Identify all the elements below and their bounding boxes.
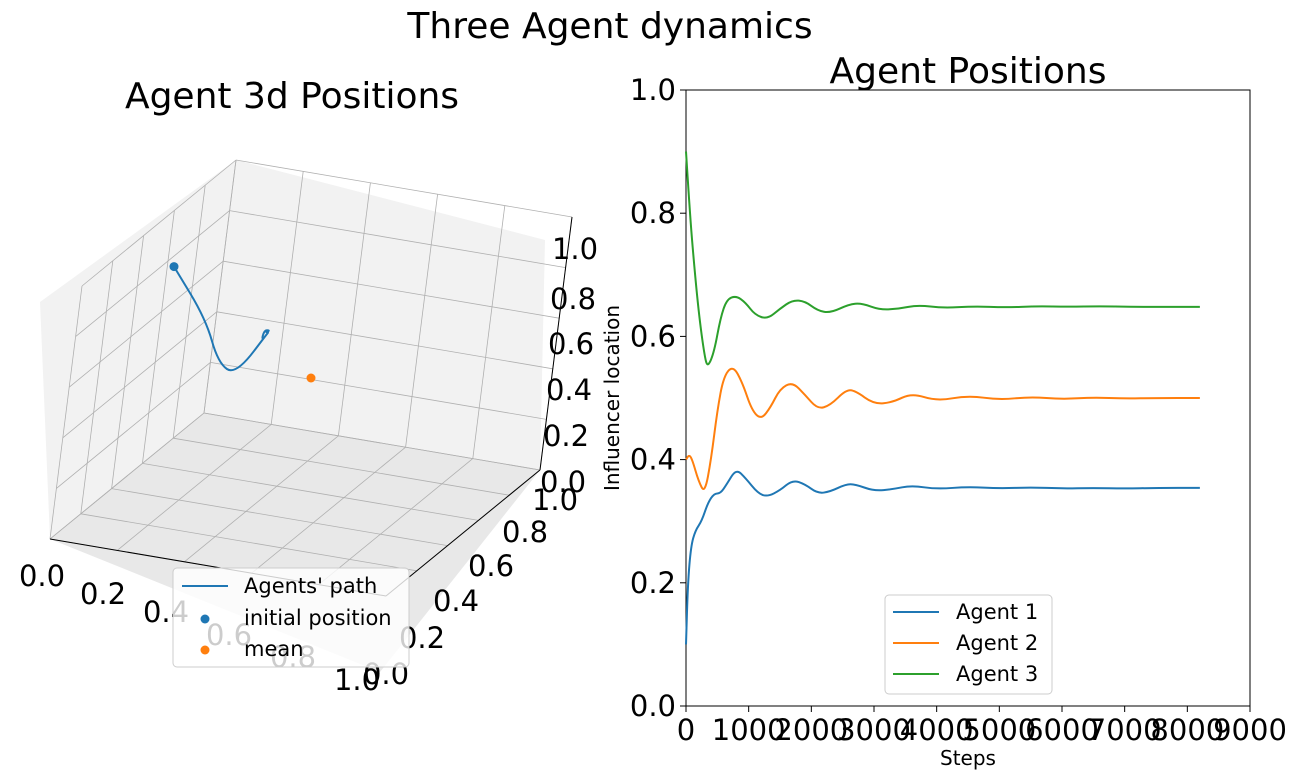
- z-tick-label-3d: 0.0: [540, 465, 586, 499]
- legend-3d-path-label: Agents' path: [244, 574, 377, 598]
- mean-point: [306, 373, 316, 383]
- pane-left-wall: [40, 160, 236, 539]
- legend-2d-box: [884, 594, 1053, 695]
- legend-3d-mean-swatch: [200, 645, 210, 655]
- grid-back-x: [472, 205, 506, 459]
- y-tick-label: 0.2: [630, 566, 676, 600]
- series-line-agent-2: [685, 367, 1200, 490]
- grid-back-z: [210, 362, 547, 420]
- pane-floor: [50, 413, 540, 672]
- legend-agent2-label: Agent 2: [956, 631, 1038, 655]
- x-tick-label: 4000: [900, 713, 974, 747]
- grid-left-z: [81, 159, 237, 287]
- grid-left-z: [62, 311, 218, 439]
- z-tick-label-3d: 0.2: [543, 419, 589, 453]
- grid-back-z: [229, 210, 566, 268]
- grid-floor-y: [111, 488, 448, 546]
- y-tick-label-3d: 0.6: [468, 549, 514, 583]
- grid-back-z: [216, 311, 553, 370]
- grid-floor-x: [184, 435, 339, 563]
- y-tick-label: 0.4: [630, 443, 676, 477]
- z-axis-line-3d: [539, 216, 573, 471]
- legend-agent1-label: Agent 1: [956, 600, 1038, 624]
- y-tick-label-3d: 0.8: [502, 515, 548, 549]
- y-tick-label: 0.0: [630, 689, 676, 723]
- agents-path-3d: [169, 262, 316, 383]
- legend-3d: Agents' path initial position mean: [172, 567, 410, 668]
- grid-back-x: [270, 171, 304, 425]
- grid-floor-x: [318, 458, 474, 585]
- y-axis-line-3d: [385, 469, 541, 597]
- grid-left-y: [80, 260, 114, 514]
- grid-floor-x: [116, 424, 272, 551]
- figure-suptitle: Three Agent dynamics: [406, 6, 812, 47]
- z-tick-label-3d: 1.0: [552, 232, 598, 266]
- initial-position-point: [169, 262, 179, 272]
- x-tick-label: 3000: [837, 713, 911, 747]
- legend-3d-initial-swatch: [200, 614, 210, 624]
- grid-left-y: [203, 159, 237, 414]
- grid-left-y: [142, 210, 175, 464]
- chart-3d-title: Agent 3d Positions: [125, 76, 459, 117]
- grid-left-z: [68, 260, 224, 388]
- grid-back-x: [338, 182, 371, 436]
- y-tick-label: 0.6: [630, 319, 676, 353]
- x-tick-label: 6000: [1025, 713, 1099, 747]
- grid-left-y: [49, 285, 83, 540]
- grid-left-z: [56, 362, 211, 489]
- series-line-agent-1: [685, 470, 1200, 645]
- grid-left-y: [111, 235, 144, 489]
- grid-back-x: [405, 194, 438, 448]
- series-lines: [685, 151, 1200, 645]
- grid-floor-x: [251, 446, 406, 574]
- x-tick-label: 7000: [1088, 713, 1162, 747]
- grid-floor-y: [173, 437, 510, 496]
- legend-2d: Agent 1 Agent 2 Agent 3: [884, 594, 1053, 695]
- grid-left-z: [75, 210, 230, 337]
- agents-path-line: [173, 266, 270, 372]
- chart-2d-title: Agent Positions: [830, 51, 1107, 92]
- y-tick-label-3d: 0.4: [433, 584, 479, 618]
- x-tick-label-3d: 0.0: [19, 559, 65, 593]
- y-tick-label: 1.0: [630, 73, 676, 107]
- x-tick-label-3d: 0.2: [80, 577, 126, 611]
- chart-3d-positions: Agent 3d Positions 0.00.00.00.20.20.20.4…: [19, 76, 598, 697]
- x-tick-label: 5000: [962, 713, 1036, 747]
- z-tick-label-3d: 0.8: [550, 282, 596, 316]
- x-tick-label: 9000: [1213, 713, 1287, 747]
- legend-3d-box: [172, 567, 410, 668]
- x-axis-label: Steps: [940, 746, 996, 770]
- x-tick-label: 2000: [774, 713, 848, 747]
- legend-agent3-label: Agent 3: [956, 662, 1038, 686]
- grid-left-y: [172, 185, 206, 439]
- pane-back-wall: [204, 160, 545, 470]
- x-tick-label: 1000: [712, 713, 786, 747]
- z-tick-label-3d: 0.4: [546, 373, 592, 407]
- grid-back-z: [235, 159, 573, 218]
- z-tick-label-3d: 0.6: [548, 327, 594, 361]
- grid-floor-y: [142, 463, 479, 521]
- grid-back-z: [223, 260, 560, 319]
- y-tick-label-3d: 1.0: [532, 483, 578, 517]
- x-tick-label: 0: [677, 713, 695, 747]
- x-tick-label-3d: 1.0: [334, 663, 380, 697]
- legend-3d-mean-label: mean: [244, 637, 304, 661]
- plot-frame: [685, 89, 1251, 707]
- x-tick-label: 8000: [1150, 713, 1224, 747]
- y-tick-label: 0.8: [630, 196, 676, 230]
- series-line-agent-3: [685, 151, 1200, 366]
- grid-left-z: [49, 412, 205, 540]
- grid-floor-y: [203, 412, 541, 471]
- legend-3d-initial-label: initial position: [244, 606, 392, 630]
- chart-agent-positions: Agent Positions 0 10002000300040005000600…: [600, 51, 1287, 770]
- grid-floor-y: [80, 513, 417, 572]
- y-axis-label: Influencer location: [600, 305, 624, 491]
